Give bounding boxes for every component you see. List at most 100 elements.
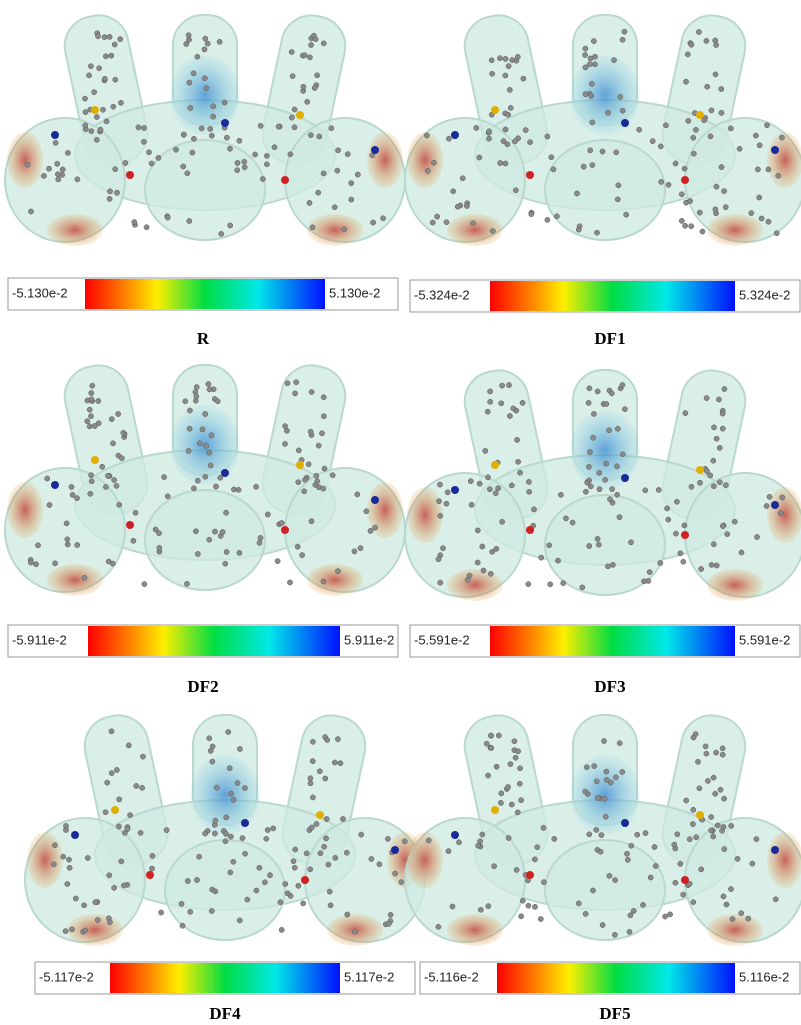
atom	[387, 912, 394, 918]
atom	[320, 485, 327, 492]
surface-core	[544, 494, 666, 596]
atom	[341, 226, 348, 233]
atom	[614, 491, 620, 498]
negative-region	[447, 569, 503, 601]
atom	[334, 167, 341, 174]
atom	[657, 560, 664, 566]
atom	[719, 827, 725, 834]
hetero-atom	[391, 846, 399, 854]
atom	[287, 579, 293, 586]
atom	[459, 175, 466, 182]
atom	[116, 501, 123, 508]
atom	[681, 522, 688, 529]
panel-label: DF4	[209, 1004, 241, 1023]
atom	[729, 916, 736, 922]
atom	[614, 196, 621, 203]
atom	[253, 887, 260, 894]
atom	[352, 928, 358, 935]
atom	[586, 464, 592, 470]
surface-core	[544, 139, 666, 241]
atom	[293, 379, 300, 386]
atom	[146, 149, 152, 156]
negative-region	[7, 482, 43, 538]
atom	[498, 800, 504, 806]
atom	[140, 753, 146, 760]
atom	[749, 860, 756, 867]
atom	[295, 447, 302, 454]
atom	[315, 442, 322, 449]
atom	[227, 869, 234, 876]
atom	[148, 160, 155, 167]
atom	[582, 45, 589, 52]
atom	[602, 476, 608, 483]
atom	[718, 86, 725, 92]
atom	[184, 170, 191, 177]
atom	[479, 543, 486, 550]
atom	[754, 534, 760, 540]
atom	[522, 127, 529, 133]
atom	[509, 57, 516, 63]
atom	[320, 170, 327, 177]
atom	[44, 475, 51, 482]
atom	[488, 732, 494, 739]
atom	[380, 215, 386, 222]
atom	[194, 53, 201, 60]
atom	[723, 482, 729, 488]
atom	[223, 814, 230, 821]
atom	[765, 166, 772, 173]
atom	[284, 427, 290, 434]
atom	[588, 483, 594, 490]
atom	[95, 33, 101, 40]
atom	[699, 228, 706, 235]
atom	[68, 484, 75, 490]
atom	[710, 457, 717, 464]
atom	[467, 478, 474, 485]
atom	[41, 173, 47, 179]
atom	[646, 569, 653, 575]
hetero-atom	[221, 469, 229, 477]
atom	[69, 492, 76, 498]
atom	[263, 835, 270, 842]
atom	[476, 154, 483, 161]
mep-molecule	[4, 14, 406, 246]
atom	[308, 42, 314, 48]
hetero-atom	[681, 531, 689, 539]
atom	[589, 119, 596, 126]
atom	[202, 473, 209, 480]
atom	[291, 106, 298, 113]
atom	[64, 881, 71, 887]
atom	[308, 824, 315, 831]
atom	[623, 211, 630, 218]
atom	[216, 38, 223, 45]
atom	[587, 55, 594, 62]
atom	[227, 145, 233, 152]
atom	[686, 836, 693, 843]
atom	[550, 166, 557, 173]
atom	[489, 70, 496, 77]
atom	[671, 841, 678, 848]
positive-region	[570, 410, 640, 490]
colorbar	[85, 279, 325, 309]
atom	[721, 386, 728, 392]
atom	[690, 134, 697, 141]
colorbar-min-label: -5.117e-2	[39, 969, 94, 984]
atom	[230, 858, 237, 865]
atom	[319, 430, 325, 437]
atom	[621, 28, 628, 35]
atom	[234, 167, 241, 174]
atom	[663, 122, 669, 129]
atom	[690, 806, 697, 813]
atom	[505, 784, 511, 790]
atom	[480, 567, 487, 574]
atom	[187, 105, 194, 111]
atom	[135, 124, 142, 131]
atom	[290, 858, 297, 865]
atom	[163, 827, 170, 833]
atom	[209, 743, 216, 750]
atom	[193, 393, 200, 400]
atom	[307, 54, 313, 61]
atom	[540, 825, 547, 831]
atom	[486, 135, 492, 142]
atom	[209, 758, 216, 765]
atom	[719, 745, 726, 752]
